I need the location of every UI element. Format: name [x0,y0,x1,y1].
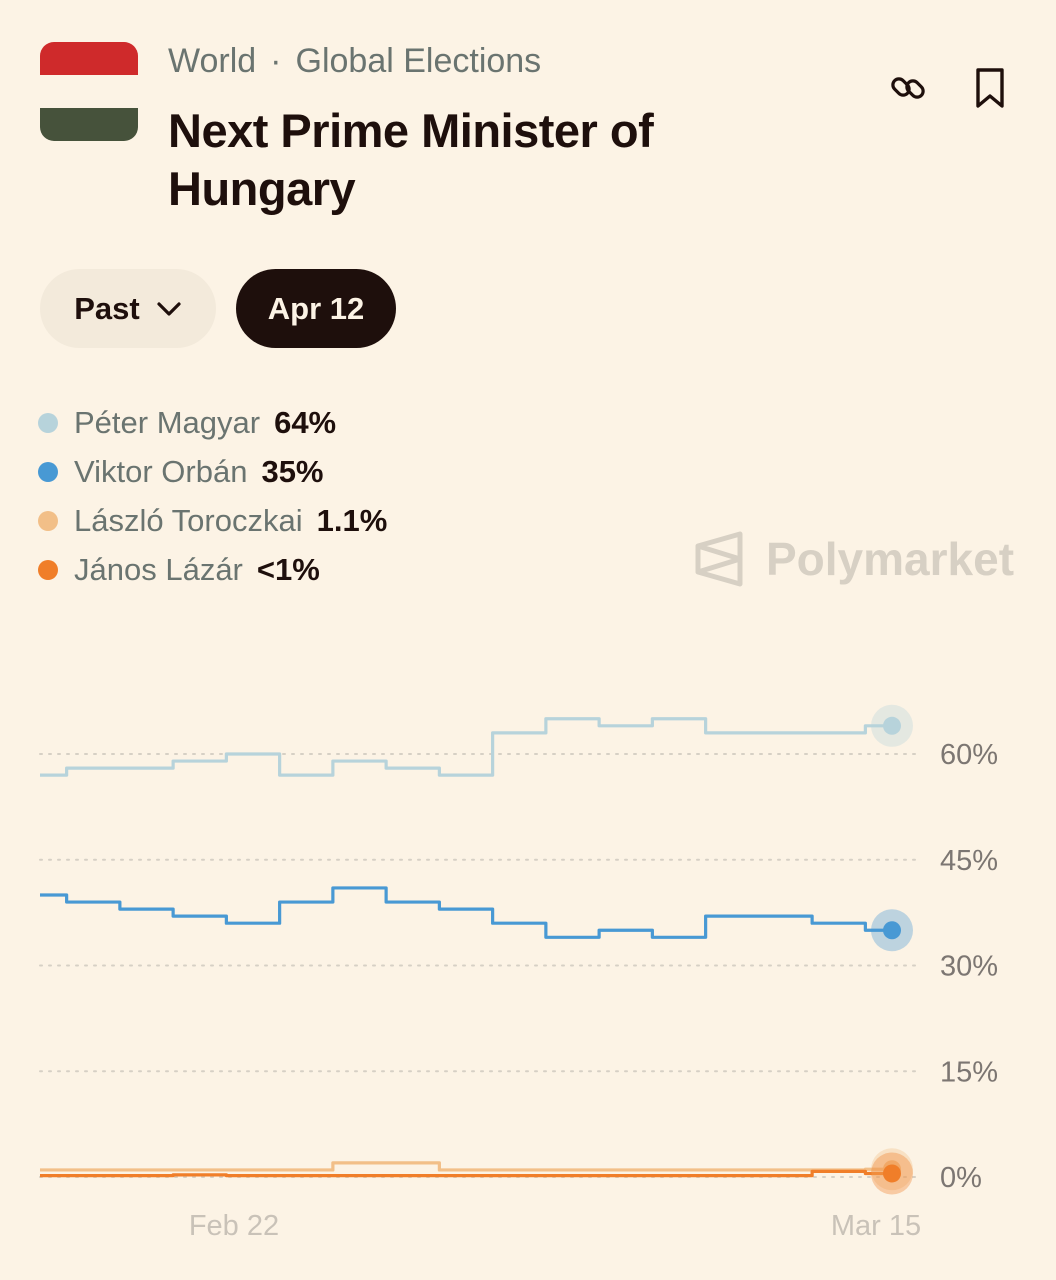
x-tick-label: Feb 22 [189,1210,279,1242]
flag-stripe-white [40,75,138,108]
legend-value: <1% [256,551,320,587]
legend-dot [38,510,58,531]
page-title: Next Prime Minister of Hungary [168,104,654,215]
flag-stripe-green [40,108,138,141]
polymarket-watermark: Polymarket [694,530,1014,588]
series-end-point [883,716,901,735]
series-line [40,717,892,777]
date-tab-label: Apr 12 [267,290,365,326]
range-label: Past [74,290,140,326]
legend-name: János Lázár [74,551,243,587]
legend-value: 1.1% [316,502,388,538]
legend-item: László Toroczkai 1.1% [38,496,387,545]
polymarket-logo-icon [695,531,743,587]
legend-dot [38,461,58,482]
y-tick-label: 15% [940,1056,998,1088]
legend-name: László Toroczkai [74,502,303,538]
y-tick-label: 30% [940,951,998,983]
hungary-flag [40,42,138,141]
y-tick-label: 45% [940,845,998,877]
watermark-text: Polymarket [766,533,1015,585]
series-line [40,1161,892,1172]
breadcrumb: World · Global Elections [168,42,541,81]
legend-item: Viktor Orbán 35% [38,447,387,496]
legend-name: Viktor Orbán [74,453,248,489]
breadcrumb-separator: · [270,42,282,80]
y-tick-label: 0% [940,1162,982,1194]
legend-dot [38,559,58,580]
legend-value: 64% [274,404,337,440]
bookmark-icon [976,68,1004,108]
flag-stripe-red [40,42,138,75]
breadcrumb-category[interactable]: World [168,42,257,80]
series-line [40,1169,892,1178]
legend-dot [38,412,58,433]
series-end-point [883,921,901,940]
chart-legend: Péter Magyar 64% Viktor Orbán 35% László… [38,398,387,594]
x-tick-label: Mar 15 [831,1210,921,1242]
y-tick-label: 60% [940,739,998,771]
link-icon [891,77,925,99]
chevron-down-icon [157,301,181,316]
legend-item: János Lázár <1% [38,545,387,594]
date-tab-selected[interactable]: Apr 12 [236,269,396,348]
series-line [40,886,892,939]
breadcrumb-subcategory[interactable]: Global Elections [295,42,542,80]
share-link-button[interactable] [884,64,932,112]
range-dropdown[interactable]: Past [40,269,216,348]
legend-name: Péter Magyar [74,404,261,440]
legend-value: 35% [261,453,324,489]
bookmark-button[interactable] [966,64,1014,112]
legend-item: Péter Magyar 64% [38,398,387,447]
price-history-chart: 0% 15% 30% 45% 60% Feb 22 Mar 15 [39,704,998,1242]
series-end-point [883,1164,901,1183]
